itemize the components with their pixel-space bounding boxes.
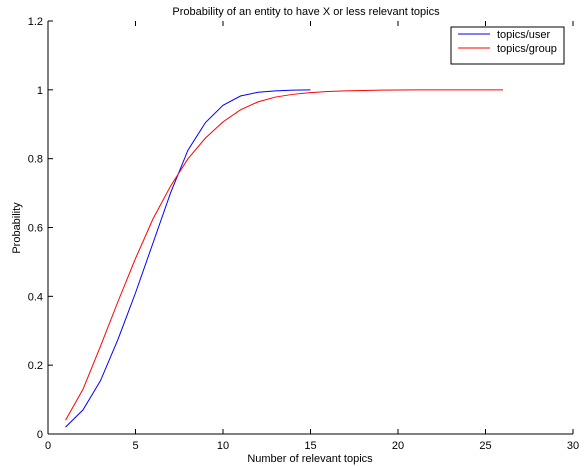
series-line-topics-group <box>65 89 503 421</box>
legend-box <box>450 26 565 65</box>
y-tick-label: 0.8 <box>28 154 43 166</box>
y-axis-ticks: 0 0.2 0.4 0.6 0.8 1 1.2 <box>28 16 53 441</box>
y-tick-label: 0.2 <box>28 360 43 372</box>
y-tick-label: 0 <box>37 429 43 441</box>
x-tick-label: 30 <box>567 440 579 452</box>
x-tick-label: 15 <box>304 440 316 452</box>
legend-label-topics-user: topics/user <box>497 29 551 41</box>
series-line-topics-user <box>65 89 311 428</box>
legend: topics/user topics/group <box>450 26 565 65</box>
series-layer <box>65 89 503 428</box>
x-tick-label: 20 <box>392 440 404 452</box>
y-axis-title: Probability <box>11 202 23 254</box>
legend-entries: topics/user topics/group <box>458 29 557 55</box>
x-tick-label: 0 <box>45 440 51 452</box>
legend-label-topics-group: topics/group <box>497 43 557 55</box>
x-tick-label: 25 <box>479 440 491 452</box>
x-tick-label: 5 <box>132 440 138 452</box>
y-tick-label: 1 <box>37 85 43 97</box>
y-tick-label: 1.2 <box>28 16 43 28</box>
x-axis-ticks: 0 5 10 15 20 25 30 <box>45 21 579 452</box>
plot-area <box>48 21 573 434</box>
chart-title: Probability of an entity to have X or le… <box>172 6 440 18</box>
y-tick-label: 0.6 <box>28 223 43 235</box>
x-tick-label: 10 <box>217 440 229 452</box>
y-tick-label: 0.4 <box>28 291 43 303</box>
x-axis-title: Number of relevant topics <box>247 453 373 465</box>
